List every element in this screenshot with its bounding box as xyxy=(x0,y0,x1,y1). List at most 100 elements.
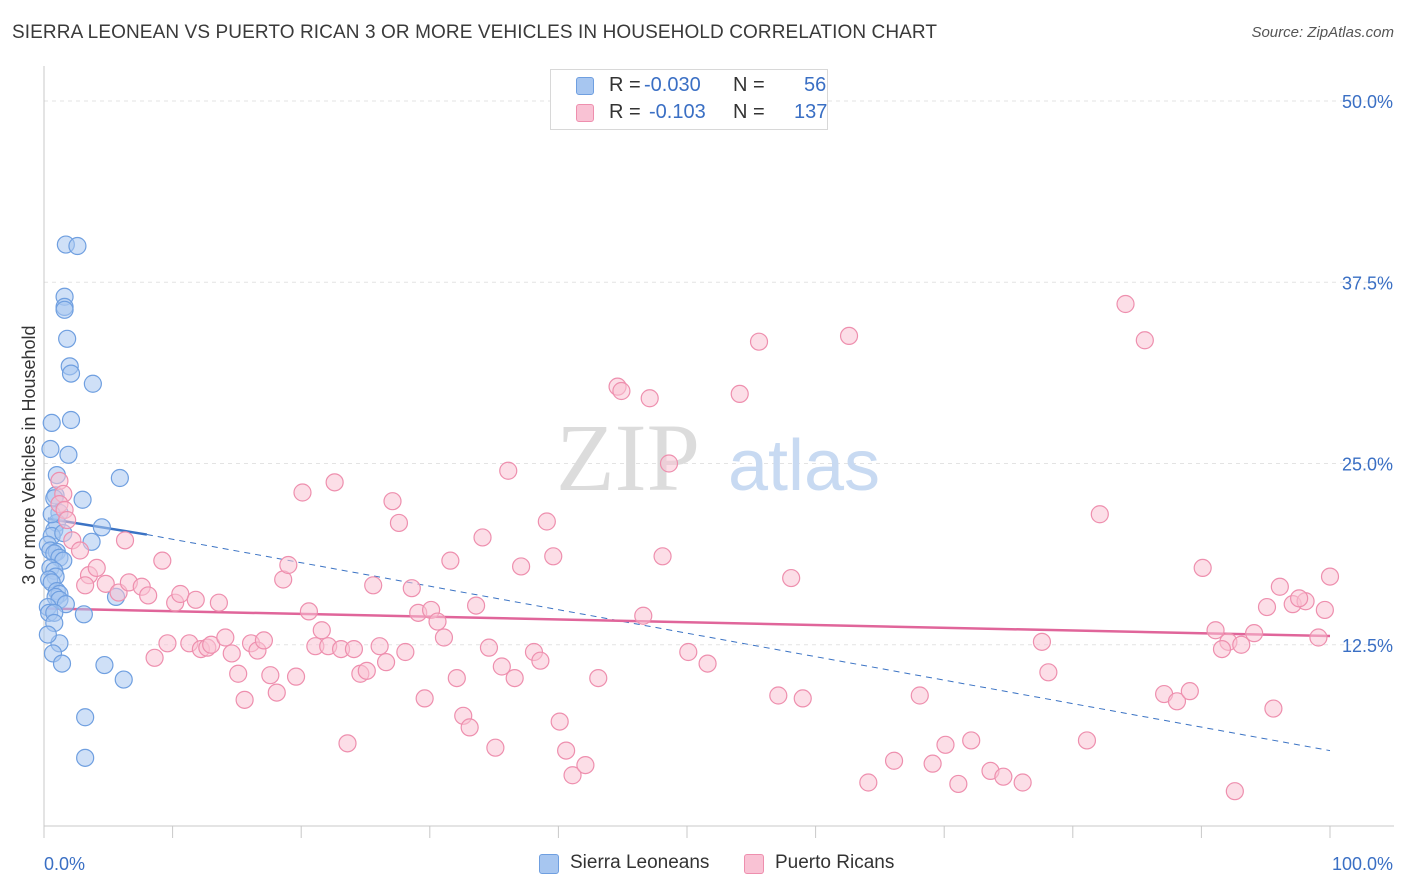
puerto-rican-point xyxy=(376,653,396,672)
puerto-rican-point xyxy=(505,668,524,688)
puerto-rican-point xyxy=(659,454,679,473)
sierra-leonean-point xyxy=(76,708,95,727)
puerto-rican-point xyxy=(499,461,518,480)
sierra-leonean-point xyxy=(55,300,74,319)
puerto-rican-point xyxy=(634,606,653,625)
puerto-rican-point xyxy=(749,332,769,351)
puerto-rican-point xyxy=(550,712,569,731)
n-label: N = xyxy=(733,101,765,123)
puerto-rican-point xyxy=(267,683,286,702)
x-tick-label-min: 0.0% xyxy=(44,854,85,874)
puerto-rican-point xyxy=(279,555,298,575)
puerto-rican-point xyxy=(557,741,576,760)
puerto-rican-point xyxy=(1309,628,1328,647)
puerto-rican-point xyxy=(222,644,241,663)
correlation-legend: R = -0.030 N = 56 R = -0.103 N = 137 xyxy=(550,69,828,130)
puerto-rican-point xyxy=(949,774,968,794)
puerto-rican-point xyxy=(70,541,90,560)
puerto-rican-point xyxy=(441,551,460,570)
source-label: Source: ZipAtlas.com xyxy=(1251,24,1394,41)
sierra-leonean-point xyxy=(83,374,102,393)
watermark-zip: ZIP xyxy=(556,404,700,511)
puerto-rican-point xyxy=(312,621,331,640)
legend-label: Sierra Leoneans xyxy=(570,852,710,873)
puerto-rican-point xyxy=(76,576,95,595)
puerto-rican-point xyxy=(994,767,1013,786)
puerto-rican-point xyxy=(344,639,364,659)
sierra-leonean-point xyxy=(61,364,81,383)
puerto-rican-point xyxy=(1270,577,1289,596)
puerto-rican-point xyxy=(653,547,672,566)
puerto-rican-point xyxy=(910,686,929,705)
puerto-rican-point xyxy=(115,531,135,550)
sierra-leonean-point xyxy=(92,518,111,537)
puerto-rican-point xyxy=(299,602,319,621)
puerto-rican-point xyxy=(730,384,749,403)
puerto-rican-point xyxy=(782,568,801,588)
puerto-rican-point xyxy=(769,686,788,705)
r-value: -0.103 xyxy=(649,101,706,123)
puerto-rican-point xyxy=(923,754,942,773)
puerto-rican-point xyxy=(1232,635,1251,654)
legend-swatch-blue xyxy=(576,77,594,95)
n-value: 56 xyxy=(804,74,827,96)
puerto-rican-point xyxy=(537,512,556,531)
puerto-rican-point xyxy=(1167,692,1187,711)
puerto-rican-point xyxy=(793,689,812,708)
puerto-rican-point xyxy=(158,634,177,653)
trend-lines xyxy=(47,517,1331,752)
puerto-rican-point xyxy=(859,773,878,792)
puerto-rican-point xyxy=(1135,331,1154,350)
y-tick-label: 12.5% xyxy=(1342,636,1393,656)
puerto-rican-point xyxy=(563,766,582,785)
puerto-rican-point xyxy=(396,642,415,662)
puerto-rican-point xyxy=(415,689,434,708)
data-points xyxy=(38,235,1340,801)
watermark: ZIP atlas xyxy=(556,404,880,511)
puerto-rican-point xyxy=(576,755,595,775)
y-tick-label: 25.0% xyxy=(1342,455,1393,475)
puerto-rican-point xyxy=(1039,663,1058,682)
y-axis-label: 3 or more Vehicles in Household xyxy=(19,325,39,584)
puerto-rican-point xyxy=(460,718,479,737)
puerto-rican-point xyxy=(479,638,499,657)
puerto-rican-point xyxy=(1225,782,1244,801)
sierra-leonean-trend-extension xyxy=(146,534,1331,752)
sierra-leonean-point xyxy=(114,670,133,689)
puerto-rican-point xyxy=(202,635,221,654)
puerto-rican-point xyxy=(216,628,235,647)
sierra-leonean-point xyxy=(38,625,57,644)
puerto-rican-point xyxy=(1180,682,1199,701)
legend-label: Puerto Ricans xyxy=(775,852,895,873)
puerto-rican-point xyxy=(1320,567,1340,586)
puerto-rican-point xyxy=(1032,632,1052,651)
y-tick-label: 50.0% xyxy=(1342,92,1393,112)
puerto-rican-point xyxy=(1245,624,1264,643)
legend-swatch-pink xyxy=(576,104,594,122)
grid-lines xyxy=(44,100,1394,646)
puerto-rican-point xyxy=(1290,589,1309,608)
puerto-rican-point xyxy=(389,513,409,533)
puerto-rican-point xyxy=(229,664,248,683)
puerto-rican-point xyxy=(679,642,698,662)
axes xyxy=(43,66,1394,838)
puerto-rican-point xyxy=(839,326,859,345)
chart-title: SIERRA LEONEAN VS PUERTO RICAN 3 OR MORE… xyxy=(12,22,938,43)
puerto-rican-point xyxy=(293,483,312,502)
puerto-rican-point xyxy=(428,612,447,631)
puerto-rican-point xyxy=(698,654,717,673)
puerto-rican-point xyxy=(357,661,376,680)
puerto-rican-point xyxy=(544,547,563,566)
puerto-rican-point xyxy=(254,631,274,650)
puerto-rican-point xyxy=(153,551,172,570)
puerto-rican-point xyxy=(1257,597,1277,617)
legend-swatch-pink xyxy=(744,854,764,874)
puerto-rican-point xyxy=(87,558,106,578)
watermark-atlas: atlas xyxy=(728,426,880,506)
puerto-rican-point xyxy=(612,381,631,401)
puerto-rican-point xyxy=(512,557,531,576)
puerto-rican-point xyxy=(58,510,77,530)
puerto-rican-point xyxy=(1264,699,1283,718)
puerto-rican-point xyxy=(209,593,228,612)
